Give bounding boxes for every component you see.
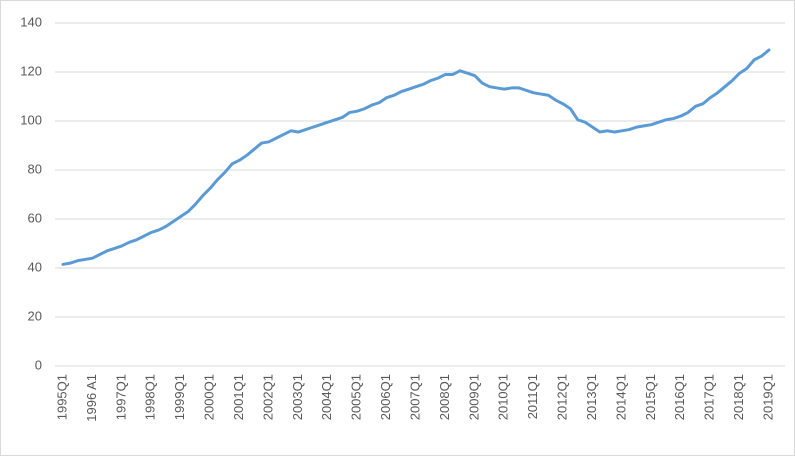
x-tick-label: 2014Q1 xyxy=(613,374,628,420)
x-tick-label: 2017Q1 xyxy=(702,374,717,420)
x-tick-label: 2018Q1 xyxy=(731,374,746,420)
x-tick-label: 2009Q1 xyxy=(466,374,481,420)
x-tick-label: 2003Q1 xyxy=(290,374,305,420)
x-tick-label: 2016Q1 xyxy=(672,374,687,420)
x-tick-label: 1997Q1 xyxy=(113,374,128,420)
x-tick-label: 2011Q1 xyxy=(525,374,540,419)
y-tick-label: 0 xyxy=(35,357,42,372)
y-tick-label: 140 xyxy=(20,14,42,29)
x-tick-label: 2005Q1 xyxy=(349,374,364,420)
x-tick-label: 2019Q1 xyxy=(760,374,775,420)
y-tick-label: 120 xyxy=(20,63,42,78)
x-tick-label: 2001Q1 xyxy=(231,374,246,420)
y-tick-label: 40 xyxy=(28,259,42,274)
x-tick-label: 2013Q1 xyxy=(584,374,599,420)
x-tick-label: 2010Q1 xyxy=(496,374,511,420)
x-tick-label: 2007Q1 xyxy=(407,374,422,420)
x-tick-label: 2008Q1 xyxy=(437,374,452,420)
x-tick-label: 2006Q1 xyxy=(378,374,393,420)
x-tick-label: 1999Q1 xyxy=(172,374,187,420)
x-tick-label: 2015Q1 xyxy=(643,374,658,420)
x-tick-label: 1996 A1 xyxy=(84,374,99,422)
data-line xyxy=(61,48,771,266)
y-tick-label: 20 xyxy=(28,308,42,323)
x-tick-label: 2012Q1 xyxy=(555,374,570,420)
y-tick-label: 100 xyxy=(20,112,42,127)
y-tick-label: 80 xyxy=(28,161,42,176)
y-tick-label: 60 xyxy=(28,210,42,225)
x-tick-label: 1998Q1 xyxy=(143,374,158,420)
x-tick-label: 2004Q1 xyxy=(319,374,334,420)
x-tick-label: 1995Q1 xyxy=(54,374,69,420)
x-tick-label: 2000Q1 xyxy=(202,374,217,420)
x-tick-label: 2002Q1 xyxy=(260,374,275,420)
